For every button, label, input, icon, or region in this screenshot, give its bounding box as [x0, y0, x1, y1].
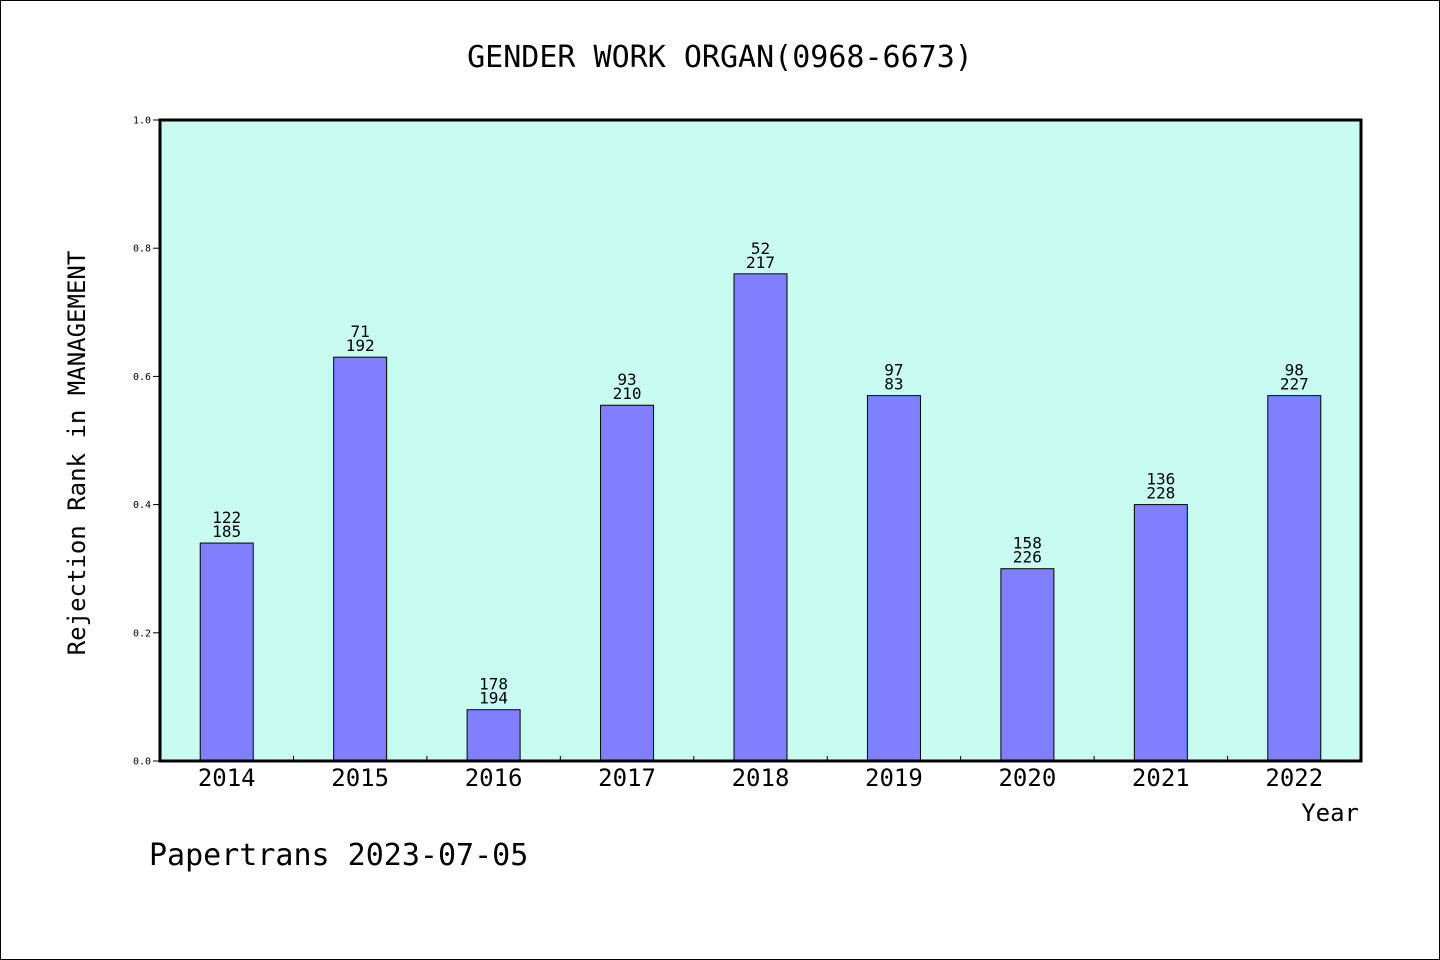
footer-credit: Papertrans 2023-07-05: [149, 838, 528, 873]
x-axis: 2014 2015 2016 2017 2018 2019 2020 2021 2022: [198, 756, 1323, 792]
x-tick-label: 2022: [1265, 764, 1323, 792]
bar: [466, 709, 521, 762]
y-tick-label: 1.0: [133, 116, 151, 127]
y-tick-label: 0.4: [133, 500, 151, 511]
bar-label-top: 52: [751, 239, 770, 258]
bar-label-bottom: 83: [884, 375, 903, 394]
bar-label-top: 71: [351, 322, 370, 341]
bar: [1000, 568, 1055, 762]
x-tick-label: 2019: [865, 764, 923, 792]
bar: [1133, 504, 1188, 762]
y-axis: 0.0 0.2 0.4 0.6 0.8 1.0: [133, 116, 160, 768]
y-tick-label: 0.0: [133, 757, 151, 768]
y-axis-label: Rejection Rank in MANAGEMENT: [63, 251, 91, 656]
bar-label-top: 97: [884, 361, 903, 380]
bar: [733, 273, 788, 762]
bar-label-bottom: 217: [746, 253, 775, 272]
plot-frame: [158, 118, 1363, 763]
bar-label-top: 122: [212, 508, 241, 527]
bar: [866, 395, 921, 762]
bar: [1267, 395, 1322, 762]
bar: [600, 404, 655, 762]
x-axis-label: Year: [1301, 799, 1359, 827]
bar-label-top: 98: [1285, 361, 1304, 380]
x-tick-label: 2014: [198, 764, 256, 792]
x-tick-label: 2017: [598, 764, 656, 792]
chart-title: GENDER WORK ORGAN(0968-6673): [467, 40, 973, 75]
bar-label-bottom: 210: [613, 384, 642, 403]
x-tick-label: 2018: [732, 764, 790, 792]
bar: [199, 542, 254, 762]
bar-label-top: 136: [1146, 470, 1175, 489]
bar-label-bottom: 228: [1146, 484, 1175, 503]
bar-label-bottom: 192: [346, 336, 375, 355]
bar: [333, 356, 388, 762]
x-tick-label: 2020: [998, 764, 1056, 792]
bar-label-top: 93: [617, 370, 636, 389]
bar-label-top: 158: [1013, 534, 1042, 553]
bar-label-bottom: 194: [479, 689, 508, 708]
y-tick-label: 0.6: [133, 372, 151, 383]
bar-label-bottom: 226: [1013, 548, 1042, 567]
bar-label-bottom: 185: [212, 522, 241, 541]
x-tick-label: 2016: [465, 764, 523, 792]
bars-group: [199, 273, 1322, 762]
y-tick-label: 0.8: [133, 244, 151, 255]
x-tick-label: 2021: [1132, 764, 1190, 792]
x-tick-label: 2015: [331, 764, 389, 792]
bar-label-top: 178: [479, 675, 508, 694]
y-tick-label: 0.2: [133, 628, 151, 639]
bar-label-bottom: 227: [1280, 375, 1309, 394]
